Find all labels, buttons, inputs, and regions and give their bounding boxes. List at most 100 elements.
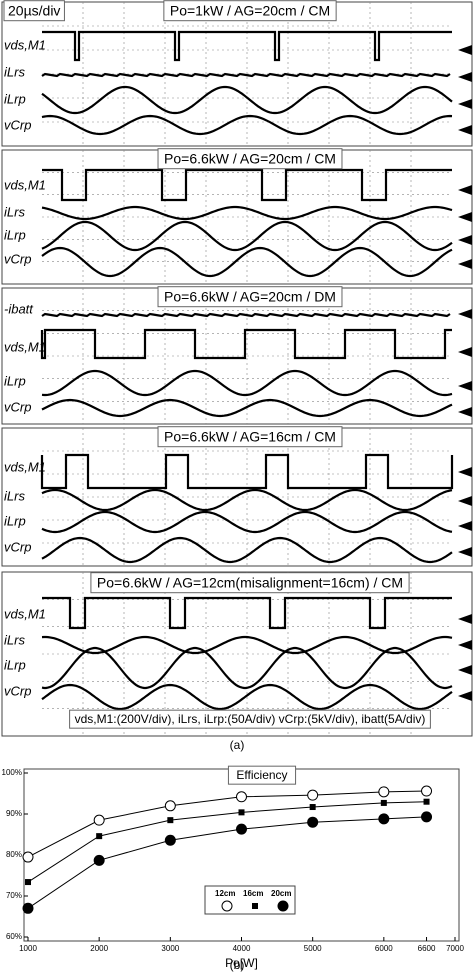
reference-marker <box>458 467 472 477</box>
chart-title: Efficiency <box>236 768 287 782</box>
channel-label: vds,M1 <box>4 37 46 52</box>
x-tick-label: 6600 <box>418 944 436 953</box>
waveform <box>41 205 453 221</box>
legend-marker <box>221 900 233 912</box>
waveform <box>41 114 453 136</box>
waveform <box>41 220 453 252</box>
legend-marker <box>252 903 258 909</box>
reference-marker <box>458 347 472 357</box>
data-point <box>22 902 34 914</box>
waveform <box>40 453 454 490</box>
data-point <box>423 798 430 805</box>
reference-marker <box>458 547 472 557</box>
reference-marker <box>458 259 472 269</box>
channel-label: iLrp <box>4 657 26 672</box>
caption: (a) <box>230 738 245 752</box>
channel-label: iLrs <box>4 488 25 503</box>
data-point <box>421 811 433 823</box>
waveform <box>42 30 452 62</box>
channel-label: vds,M1 <box>4 339 46 354</box>
channel-label: vds,M1 <box>4 177 46 192</box>
waveform <box>41 312 451 318</box>
channel-label: vCrp <box>4 539 31 554</box>
waveform <box>41 646 453 690</box>
panel-title: Po=6.6kW / AG=20cm / DM <box>164 289 336 305</box>
timebase: 20µs/div <box>8 3 60 19</box>
label-box <box>3 0 65 22</box>
data-point <box>96 833 103 840</box>
waveform <box>41 398 453 418</box>
data-point <box>164 800 176 812</box>
x-tick-label: 7000 <box>446 944 464 953</box>
reference-marker <box>458 521 472 531</box>
data-point <box>378 813 390 825</box>
data-point <box>164 834 176 846</box>
reference-marker <box>458 45 472 55</box>
reference-marker <box>458 640 472 650</box>
reference-marker <box>458 72 472 82</box>
data-point <box>22 851 34 863</box>
caption: (b) <box>230 958 245 972</box>
waveform <box>41 72 451 78</box>
channel-label: iLrp <box>4 91 26 106</box>
label-box <box>90 572 410 594</box>
y-tick-label: 100% <box>2 768 22 777</box>
label-box <box>157 426 343 448</box>
data-point <box>238 809 245 816</box>
reference-marker <box>458 125 472 135</box>
channel-label: iLrs <box>4 64 25 79</box>
channel-label: vCrp <box>4 399 31 414</box>
waveform <box>42 168 452 202</box>
reference-marker <box>458 235 472 245</box>
data-point <box>236 791 247 803</box>
label-box <box>69 709 431 729</box>
panel-title: Po=6.6kW / AG=20cm / CM <box>164 151 336 167</box>
data-point <box>378 786 390 798</box>
scope-frame <box>1 571 473 737</box>
x-tick-label: 4000 <box>233 944 251 953</box>
waveform <box>41 369 453 397</box>
reference-marker <box>458 99 472 109</box>
channel-label: vds,M1 <box>4 459 46 474</box>
data-point <box>25 879 31 886</box>
data-point <box>307 789 319 801</box>
y-tick-label: 90% <box>6 809 22 818</box>
channel-label: iLrp <box>4 373 26 388</box>
label-box <box>227 765 297 785</box>
channel-label: iLrp <box>4 513 26 528</box>
x-tick-label: 3000 <box>161 944 179 953</box>
waveform <box>41 536 453 564</box>
waveform <box>40 328 452 360</box>
waveform <box>41 510 453 534</box>
scale-note: vds,M1:(200V/div), iLrs, iLrp:(50A/div) … <box>75 712 426 726</box>
x-axis-label: Po[W] <box>225 956 258 970</box>
data-point <box>93 854 105 866</box>
legend-marker <box>277 900 289 912</box>
waveform <box>41 85 453 115</box>
y-tick-label: 70% <box>6 891 22 900</box>
waveform <box>41 246 453 278</box>
reference-marker <box>458 665 472 675</box>
waveform <box>41 488 453 512</box>
channel-label: -ibatt <box>4 301 34 316</box>
reference-marker <box>458 407 472 417</box>
panel-title: Po=1kW / AG=20cm / CM <box>170 3 330 19</box>
reference-marker <box>458 381 472 391</box>
reference-marker <box>458 212 472 222</box>
panel-title: Po=6.6kW / AG=12cm(misalignment=16cm) / … <box>97 575 403 591</box>
label-box <box>163 0 337 22</box>
waveform <box>41 635 453 655</box>
x-tick-label: 6000 <box>375 944 393 953</box>
reference-marker <box>458 691 472 701</box>
x-tick-label: 2000 <box>90 944 108 953</box>
data-point <box>307 816 319 828</box>
x-tick-label: 5000 <box>304 944 322 953</box>
series-line <box>27 790 427 858</box>
reference-marker <box>458 496 472 506</box>
data-point <box>167 817 174 824</box>
channel-label: vCrp <box>4 683 31 698</box>
y-tick-label: 60% <box>6 932 22 941</box>
channel-label: iLrs <box>4 204 25 219</box>
channel-label: vds,M1 <box>4 606 46 621</box>
